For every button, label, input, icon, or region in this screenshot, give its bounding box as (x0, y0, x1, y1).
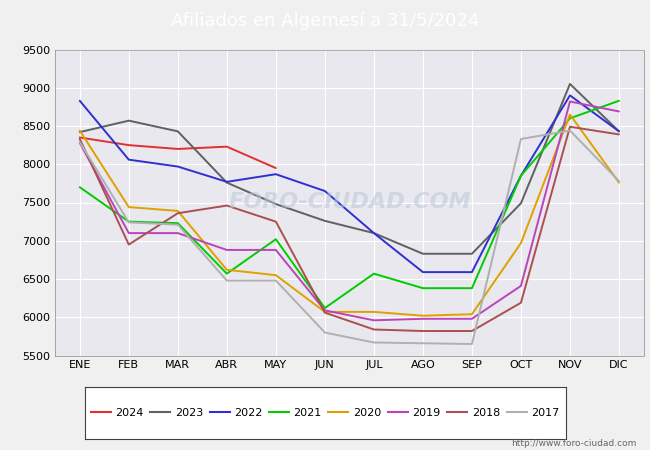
Text: http://www.foro-ciudad.com: http://www.foro-ciudad.com (512, 439, 637, 448)
Legend: 2024, 2023, 2022, 2021, 2020, 2019, 2018, 2017: 2024, 2023, 2022, 2021, 2020, 2019, 2018… (88, 405, 562, 421)
Text: FORO-CIUDAD.COM: FORO-CIUDAD.COM (228, 193, 471, 212)
Text: Afiliados en Algemesí a 31/5/2024: Afiliados en Algemesí a 31/5/2024 (171, 11, 479, 30)
